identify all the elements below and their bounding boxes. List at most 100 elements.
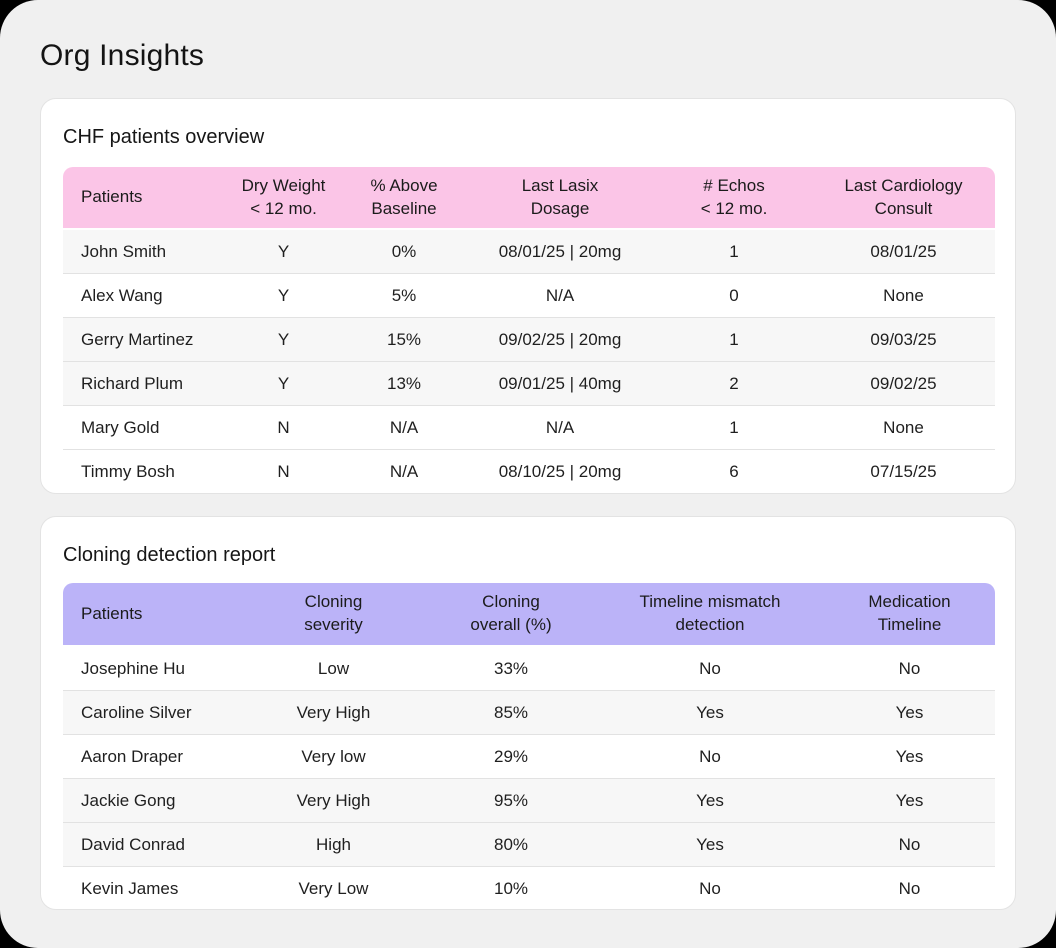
patient-name-cell: Aaron Draper [81,746,184,766]
data-cell: No [699,878,721,898]
data-cell: N/A [545,285,575,305]
data-cell: 09/01/25 | 40mg [498,373,622,393]
data-cell: 0 [729,285,739,305]
chf-patients-card: CHF patients overview Patients Dry Weight… [40,98,1016,494]
data-cell: 09/02/25 [870,373,937,393]
table-row: Timmy Bosh N N/A 08/10/25 | 20mg 6 07/15/25 [63,450,995,493]
data-cell: None [883,285,924,305]
data-cell: 33% [493,658,529,678]
column-header: Timeline mismatch detection [639,592,781,634]
data-cell: N/A [389,461,419,481]
patient-name-cell: Jackie Gong [81,790,176,810]
data-cell: N/A [389,417,419,437]
data-cell: High [316,834,351,854]
data-cell: 0% [391,241,417,261]
column-header: Dry Weight < 12 mo. [241,175,326,218]
column-header: Patients [81,187,143,207]
table-row: Aaron Draper Very low 29% No Yes [63,735,995,779]
chf-patients-table: Patients Dry Weight < 12 mo. % Above Basel… [63,167,995,493]
column-header: Cloning severity [304,592,363,634]
patient-name-cell: Richard Plum [81,373,184,393]
table-row: Kevin James Very Low 10% No No [63,867,995,909]
data-cell: Very High [296,702,371,722]
data-cell: N [277,461,290,481]
data-cell: 09/02/25 | 20mg [498,329,622,349]
patient-name-cell: Mary Gold [81,417,160,437]
data-cell: N/A [545,417,575,437]
column-header: % Above Baseline [370,175,438,218]
table-row: Gerry Martinez Y 15% 09/02/25 | 20mg 1 09/03/… [63,318,995,362]
patient-name-cell: David Conrad [81,834,185,854]
data-cell: 08/01/25 [870,241,937,261]
data-cell: 95% [493,790,529,810]
data-cell: 6 [729,461,739,481]
column-header: Last Cardiology Consult [844,175,963,218]
data-cell: 08/01/25 | 20mg [498,241,622,261]
data-cell: Very High [296,790,371,810]
chf-card-title: CHF patients overview [63,126,265,148]
cloning-report-card: Cloning detection report Patients Cloning… [40,516,1016,910]
patient-name-cell: Timmy Bosh [81,461,175,481]
data-cell: 5% [391,285,417,305]
data-cell: Yes [696,834,724,854]
data-cell: 07/15/25 [870,461,937,481]
data-cell: 08/10/25 | 20mg [498,461,622,481]
table-row: Alex Wang Y 5% N/A 0 None [63,274,995,318]
data-cell: 1 [729,417,739,437]
data-cell: No [898,834,921,854]
data-cell: 10% [493,878,529,898]
cloning-report-table: Patients Cloning severity Cloning overall … [63,583,995,909]
patient-name-cell: Kevin James [81,878,179,898]
data-cell: Y [277,241,290,261]
data-cell: 2 [729,373,739,393]
patient-name-cell: Gerry Martinez [81,329,194,349]
patient-name-cell: Josephine Hu [81,658,185,678]
table-row: Caroline Silver Very High 85% Yes Yes [63,691,995,735]
patient-name-cell: John Smith [81,241,167,261]
data-cell: 85% [493,702,529,722]
column-header: Cloning overall (%) [470,592,552,634]
data-cell: N [277,417,290,437]
data-cell: Yes [895,790,924,810]
data-cell: No [898,658,921,678]
data-cell: 15% [386,329,422,349]
column-header: # Echos < 12 mo. [700,175,768,218]
chf-table-header-row: Patients Dry Weight < 12 mo. % Above Basel… [63,167,995,230]
data-cell: 1 [729,329,739,349]
data-cell: 80% [493,834,529,854]
data-cell: Y [277,285,290,305]
data-cell: No [699,746,721,766]
table-row: John Smith Y 0% 08/01/25 | 20mg 1 08/01/25 [63,230,995,274]
page-title: Org Insights [40,39,205,72]
table-row: Jackie Gong Very High 95% Yes Yes [63,779,995,823]
data-cell: Y [277,373,290,393]
patient-name-cell: Alex Wang [81,285,163,305]
patient-name-cell: Caroline Silver [81,702,192,722]
table-row: Mary Gold N N/A N/A 1 None [63,406,995,450]
data-cell: 1 [729,241,739,261]
data-cell: 09/03/25 [870,329,937,349]
data-cell: None [883,417,924,437]
chf-table-body: John Smith Y 0% 08/01/25 | 20mg 1 08/01/25 Ale… [63,230,995,493]
data-cell: No [699,658,721,678]
data-cell: Low [317,658,350,678]
data-cell: Y [277,329,290,349]
data-cell: No [898,878,921,898]
data-cell: 29% [493,746,529,766]
data-cell: Very low [301,746,366,766]
data-cell: Yes [895,746,924,766]
data-cell: Yes [696,702,724,722]
cloning-table-body: Josephine Hu Low 33% No No Caroline Silver Ver… [63,647,995,909]
table-row: David Conrad High 80% Yes No [63,823,995,867]
table-row: Josephine Hu Low 33% No No [63,647,995,691]
data-cell: 13% [386,373,422,393]
data-cell: Yes [696,790,724,810]
cloning-table-header-row: Patients Cloning severity Cloning overall … [63,583,995,647]
data-cell: Very Low [298,878,369,898]
column-header: Medication Timeline [868,592,951,634]
column-header: Last Lasix Dosage [521,175,599,218]
cloning-card-title: Cloning detection report [63,544,276,566]
table-row: Richard Plum Y 13% 09/01/25 | 40mg 2 09/02/25 [63,362,995,406]
column-header: Patients [81,603,143,623]
